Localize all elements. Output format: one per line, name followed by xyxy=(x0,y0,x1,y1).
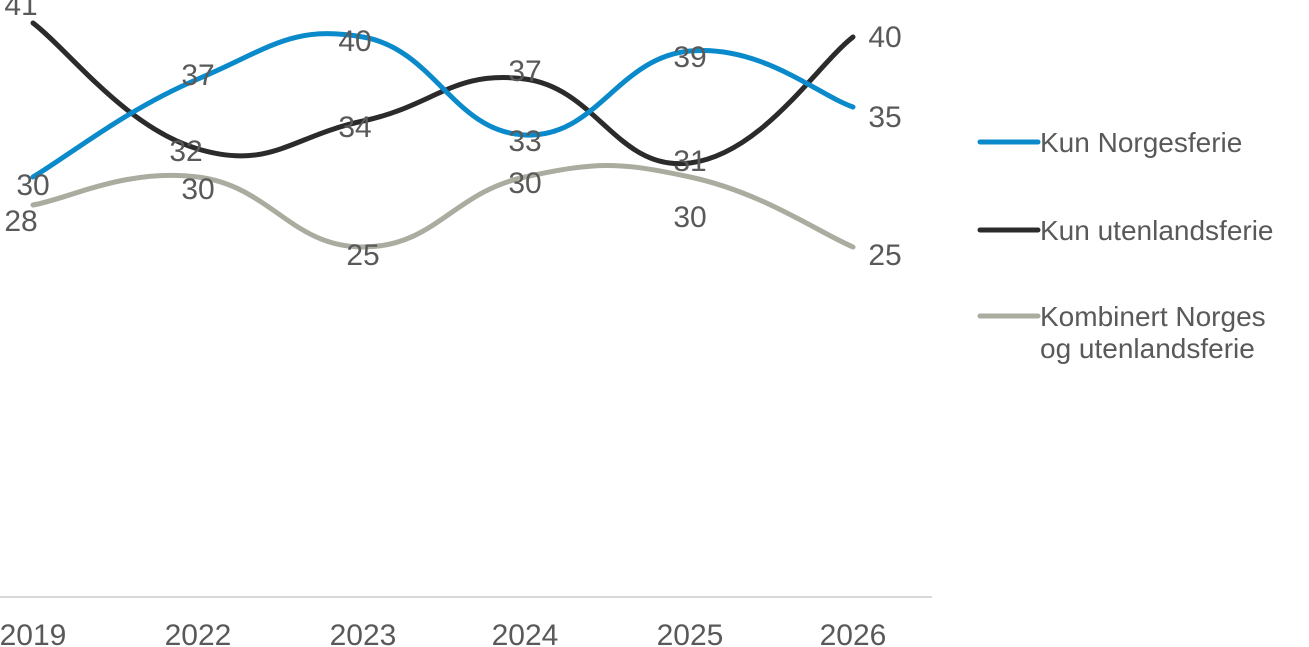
x-tick-label: 2024 xyxy=(492,619,559,647)
data-label: 37 xyxy=(181,59,214,92)
legend-label: Kun utenlandsferie xyxy=(1040,215,1274,246)
data-label: 31 xyxy=(673,145,706,178)
data-label: 25 xyxy=(868,239,901,272)
series-line xyxy=(30,20,856,167)
x-tick-label: 2025 xyxy=(657,619,724,647)
x-axis-ticks: 2019 2022 2023 2024 2025 2026 xyxy=(0,619,886,647)
series-lines xyxy=(30,20,856,250)
data-label: 39 xyxy=(673,41,706,74)
data-label: 30 xyxy=(673,201,706,234)
legend-label: Kombinert Norges xyxy=(1040,301,1266,332)
data-label: 30 xyxy=(16,169,49,202)
legend-label: og utenlandsferie xyxy=(1040,333,1255,364)
data-label: 40 xyxy=(868,21,901,54)
data-label: 33 xyxy=(508,125,541,158)
legend-item: Kun Norgesferie xyxy=(977,127,1242,158)
x-tick-label: 2023 xyxy=(330,619,397,647)
data-label: 37 xyxy=(508,55,541,88)
x-tick-label: 2019 xyxy=(0,619,66,647)
data-label: 30 xyxy=(508,167,541,200)
data-label: 34 xyxy=(338,111,371,144)
data-label: 35 xyxy=(868,101,901,134)
data-label: 32 xyxy=(169,135,202,168)
data-label: 40 xyxy=(338,25,371,58)
data-label: 28 xyxy=(4,205,37,238)
x-tick-label: 2026 xyxy=(820,619,887,647)
legend-label: Kun Norgesferie xyxy=(1040,127,1242,158)
series-line xyxy=(30,163,856,250)
series-line xyxy=(30,31,856,180)
x-tick-label: 2022 xyxy=(165,619,232,647)
data-label: 25 xyxy=(346,239,379,272)
legend-item: Kun utenlandsferie xyxy=(977,215,1274,246)
data-label: 41 xyxy=(4,0,37,22)
legend: Kun Norgesferie Kun utenlandsferie Kombine… xyxy=(977,127,1274,364)
data-label: 30 xyxy=(181,173,214,206)
